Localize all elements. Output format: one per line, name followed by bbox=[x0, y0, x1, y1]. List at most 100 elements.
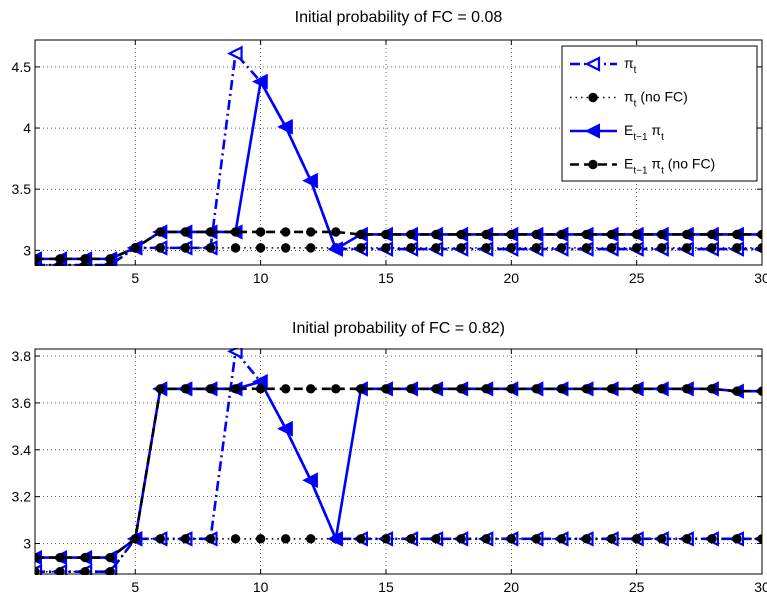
data-point-epi bbox=[327, 531, 343, 547]
data-point-epi_nofc bbox=[707, 384, 717, 394]
data-point-epi_nofc bbox=[280, 227, 291, 237]
chart-title: Initial probability of FC = 0.08 bbox=[295, 9, 503, 26]
data-point-pi_nofc bbox=[255, 534, 266, 544]
data-point-epi bbox=[277, 421, 293, 437]
legend-label: Et−1 πt (no FC) bbox=[624, 156, 715, 177]
data-point-epi_nofc bbox=[406, 229, 416, 240]
legend-label-base: π bbox=[624, 55, 634, 71]
data-point-epi_nofc bbox=[180, 227, 191, 237]
data-point-pi_nofc bbox=[631, 534, 642, 544]
legend-marker bbox=[588, 92, 598, 103]
data-point-epi_nofc bbox=[531, 229, 542, 240]
data-point-pi bbox=[227, 45, 243, 62]
data-point-pi_nofc bbox=[732, 243, 742, 253]
x-tick-label: 25 bbox=[629, 579, 645, 595]
legend-label-subscript: t−1 bbox=[633, 166, 648, 177]
series-group bbox=[35, 45, 762, 266]
data-point-pi_nofc bbox=[306, 243, 316, 253]
data-point-epi_nofc bbox=[657, 384, 667, 394]
data-point-epi_nofc bbox=[682, 384, 692, 394]
data-point-pi bbox=[227, 348, 243, 360]
data-point-epi bbox=[327, 241, 343, 257]
data-point-epi_nofc bbox=[481, 229, 491, 240]
legend-label-mid: π bbox=[648, 122, 662, 138]
data-point-pi_nofc bbox=[406, 534, 416, 544]
x-tick-label: 20 bbox=[504, 270, 520, 286]
data-point-pi_nofc bbox=[481, 243, 491, 253]
data-point-epi_nofc bbox=[55, 254, 65, 264]
legend-item-pi: πt bbox=[570, 55, 637, 76]
data-point-epi bbox=[252, 73, 268, 90]
data-point-pi_nofc bbox=[180, 243, 191, 253]
data-point-pi_nofc bbox=[556, 243, 567, 253]
x-tick-label: 10 bbox=[253, 270, 269, 286]
legend-label-base: π bbox=[624, 89, 634, 105]
data-point-pi_nofc bbox=[155, 534, 166, 544]
data-point-pi_nofc bbox=[456, 534, 466, 544]
data-point-epi_nofc bbox=[406, 384, 416, 394]
data-point-epi_nofc bbox=[356, 229, 366, 240]
data-point-epi_nofc bbox=[230, 384, 241, 394]
chart-title: Initial probability of FC = 0.82) bbox=[292, 320, 505, 337]
data-point-pi_nofc bbox=[381, 534, 391, 544]
legend-label: πt bbox=[624, 55, 637, 76]
data-point-epi_nofc bbox=[155, 384, 166, 394]
data-point-epi bbox=[277, 119, 293, 135]
y-tick-label: 3.5 bbox=[12, 181, 32, 197]
data-point-epi_nofc bbox=[255, 384, 266, 394]
data-point-pi_nofc bbox=[230, 534, 241, 544]
data-point-epi_nofc bbox=[657, 229, 667, 240]
data-point-pi_nofc bbox=[306, 534, 316, 544]
legend-marker bbox=[588, 159, 598, 170]
data-point-pi_nofc bbox=[506, 534, 517, 544]
y-tick-label: 3 bbox=[23, 242, 31, 258]
legend-label-subscript: t bbox=[634, 65, 637, 76]
x-tick-label: 15 bbox=[378, 270, 394, 286]
data-point-epi_nofc bbox=[581, 229, 592, 240]
data-point-pi_nofc bbox=[80, 566, 90, 575]
data-point-epi_nofc bbox=[130, 243, 140, 253]
data-point-pi_nofc bbox=[707, 243, 717, 253]
data-point-epi_nofc bbox=[682, 229, 692, 240]
data-point-epi_nofc bbox=[506, 229, 517, 240]
data-point-epi_nofc bbox=[35, 254, 40, 264]
series-line-epi_nofc bbox=[35, 230, 762, 261]
data-point-epi_nofc bbox=[35, 552, 40, 563]
data-point-epi bbox=[302, 173, 318, 189]
data-point-epi_nofc bbox=[431, 384, 441, 394]
data-point-epi_nofc bbox=[356, 384, 366, 394]
data-point-epi_nofc bbox=[155, 227, 166, 237]
data-point-pi_nofc bbox=[456, 243, 466, 253]
data-point-epi_nofc bbox=[381, 384, 391, 394]
data-point-pi_nofc bbox=[581, 534, 592, 544]
data-point-epi_nofc bbox=[631, 229, 642, 240]
data-point-epi_nofc bbox=[456, 229, 466, 240]
data-point-epi_nofc bbox=[280, 384, 291, 394]
panel-2: 5 10 15 20 25 30 3 3.2 3.4 3.6 3.8 Initial probabil… bbox=[12, 320, 767, 595]
data-point-epi_nofc bbox=[130, 534, 140, 544]
legend-item-pi_nofc: πt (no FC) bbox=[570, 89, 688, 110]
legend-marker bbox=[584, 123, 600, 139]
data-point-epi_nofc bbox=[205, 384, 216, 394]
legend-label-subscript: t−1 bbox=[633, 132, 648, 143]
data-point-epi_nofc bbox=[306, 384, 316, 394]
data-point-epi_nofc bbox=[707, 229, 717, 240]
data-point-pi_nofc bbox=[105, 566, 115, 575]
axes-frame bbox=[34, 348, 763, 575]
legend-label-mid: π bbox=[648, 156, 662, 172]
x-tick-label: 30 bbox=[754, 270, 767, 286]
data-point-epi_nofc bbox=[481, 384, 491, 394]
data-point-epi_nofc bbox=[531, 384, 542, 394]
data-point-epi_nofc bbox=[331, 384, 341, 394]
data-point-pi_nofc bbox=[381, 243, 391, 253]
data-point-pi_nofc bbox=[406, 243, 416, 253]
legend-label-suffix: (no FC) bbox=[664, 156, 715, 172]
data-point-pi_nofc bbox=[180, 534, 191, 544]
data-point-epi_nofc bbox=[331, 227, 341, 237]
data-point-pi_nofc bbox=[35, 566, 40, 575]
data-point-pi_nofc bbox=[431, 534, 441, 544]
data-point-epi_nofc bbox=[581, 384, 592, 394]
data-point-pi_nofc bbox=[280, 243, 291, 253]
data-point-pi_nofc bbox=[431, 243, 441, 253]
data-point-pi_nofc bbox=[531, 243, 542, 253]
